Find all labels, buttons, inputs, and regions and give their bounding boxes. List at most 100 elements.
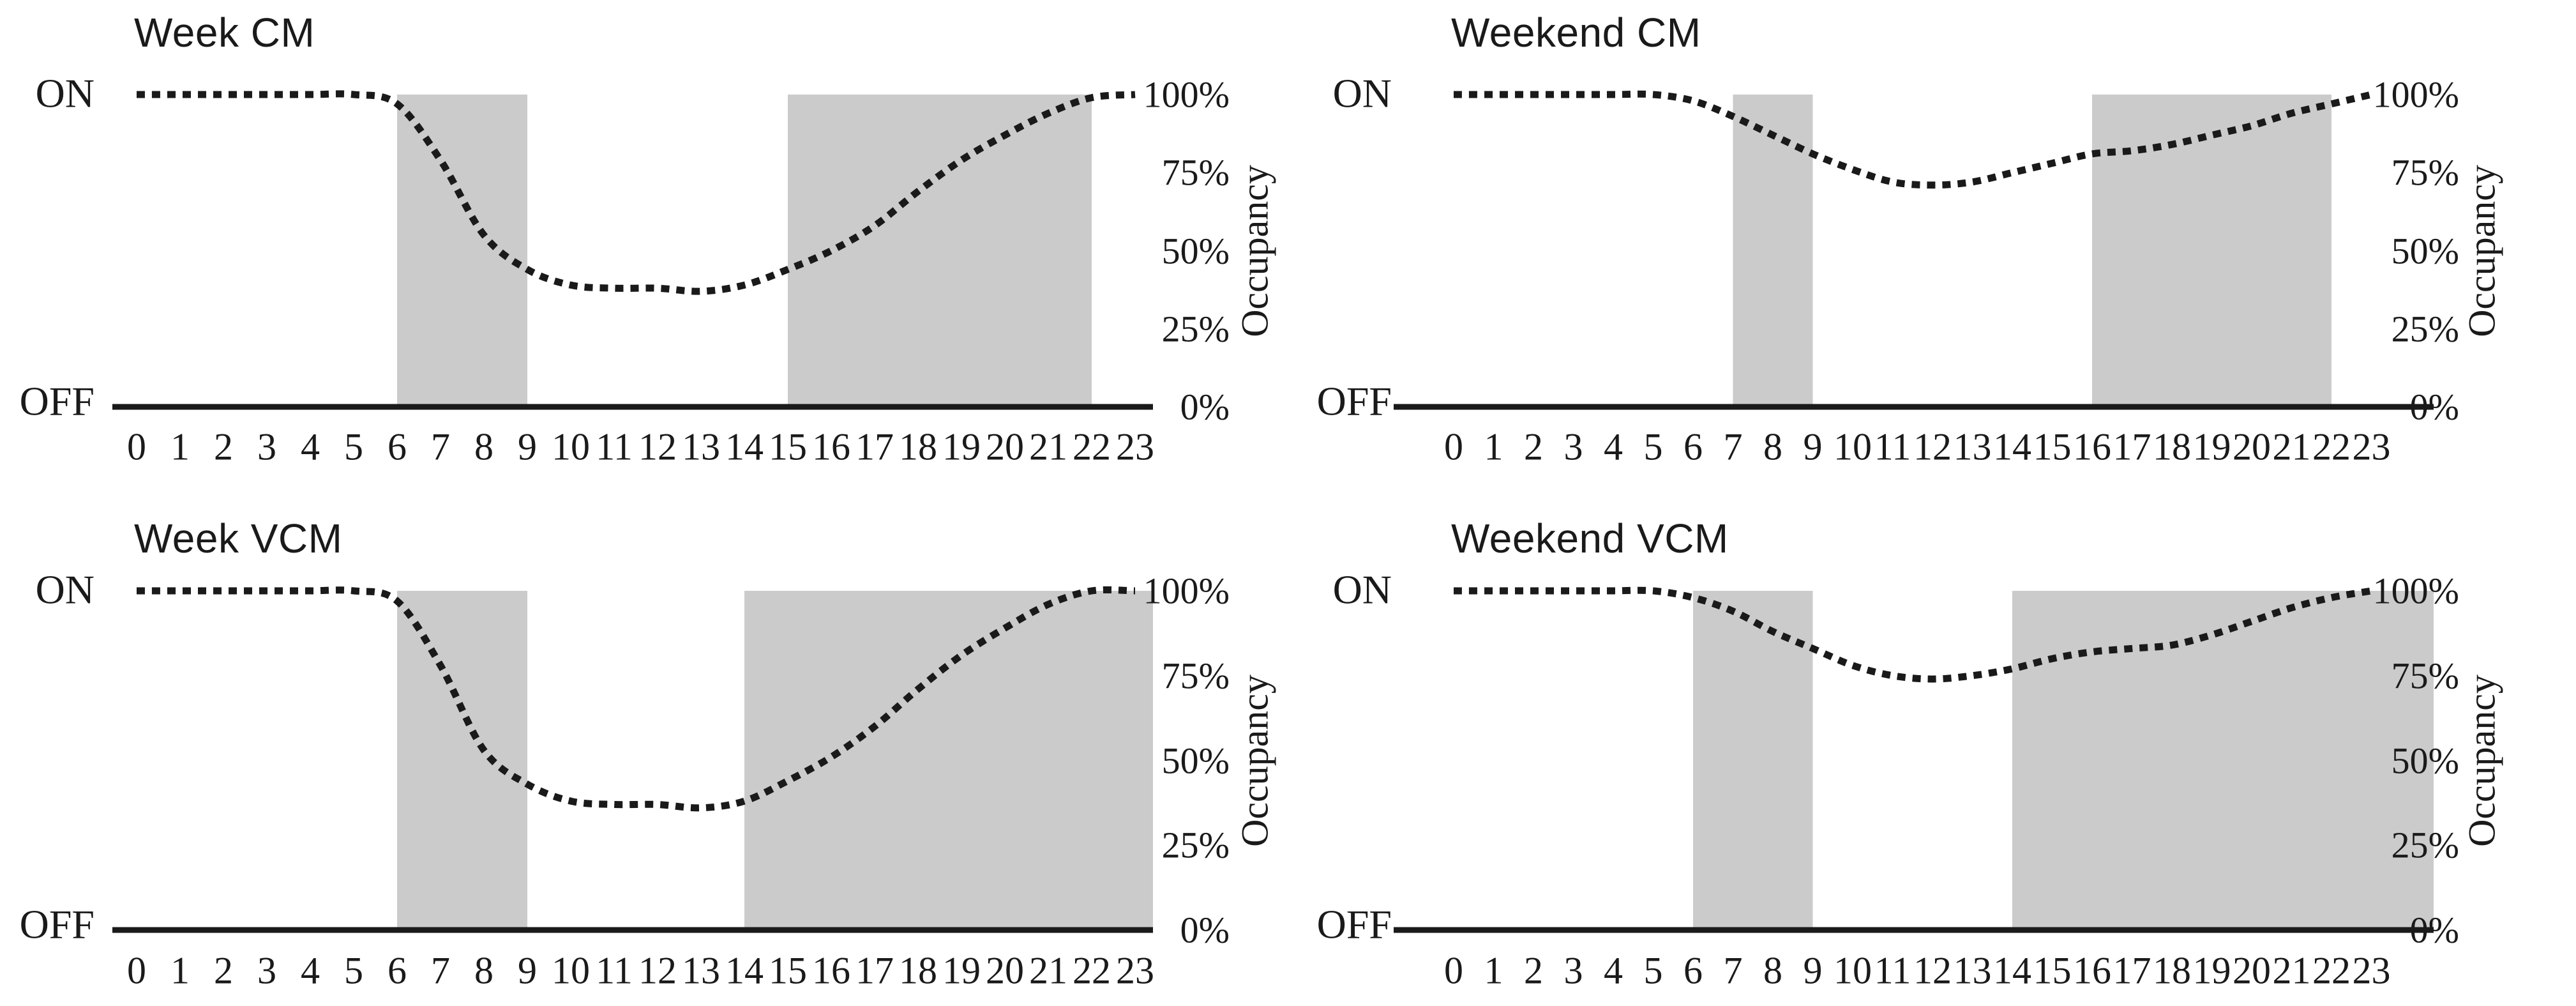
y-axis-off-label: OFF (1316, 378, 1392, 424)
y-tick-label: 100% (2372, 73, 2459, 116)
x-tick-label: 13 (1953, 949, 1992, 992)
x-tick-label: 12 (1913, 949, 1952, 992)
y-tick-label: 0% (2409, 386, 2459, 428)
x-tick-label: 17 (2113, 425, 2151, 468)
x-tick-label: 8 (1763, 949, 1782, 992)
y-tick-label: 25% (2391, 824, 2459, 866)
x-tick-label: 15 (2033, 425, 2072, 468)
x-tick-label: 23 (2352, 949, 2391, 992)
y-axis-on-label: ON (35, 567, 94, 613)
on-period-band (1693, 591, 1813, 930)
x-tick-label: 0 (127, 949, 146, 992)
x-tick-label: 0 (1444, 949, 1463, 992)
y-tick-label: 100% (1143, 570, 1230, 612)
y-tick-label: 0% (2409, 909, 2459, 951)
x-tick-label: 11 (596, 949, 633, 992)
x-tick-label: 14 (1993, 949, 2031, 992)
x-tick-label: 18 (2153, 949, 2191, 992)
x-tick-label: 21 (1029, 425, 1067, 468)
x-tick-label: 18 (899, 949, 937, 992)
y-tick-label: 75% (1161, 655, 1230, 697)
x-tick-label: 7 (431, 425, 450, 468)
x-tick-label: 9 (518, 425, 537, 468)
x-tick-label: 4 (301, 425, 320, 468)
y-tick-label: 50% (2391, 230, 2459, 271)
x-tick-label: 22 (1073, 425, 1111, 468)
chart-title: Week CM (134, 10, 315, 56)
chart-title: Week VCM (134, 515, 343, 561)
x-tick-label: 1 (1484, 425, 1503, 468)
x-tick-label: 1 (1484, 949, 1503, 992)
y-axis-on-label: ON (1332, 70, 1392, 116)
x-tick-label: 5 (344, 949, 363, 992)
x-tick-label: 14 (1993, 425, 2031, 468)
x-tick-label: 2 (1524, 425, 1543, 468)
y-axis-off-label: OFF (19, 901, 94, 947)
x-tick-label: 18 (2153, 425, 2191, 468)
y-tick-label: 50% (1161, 740, 1230, 781)
x-tick-label: 11 (1874, 425, 1911, 468)
x-tick-label: 8 (474, 949, 493, 992)
x-tick-label: 23 (2352, 425, 2391, 468)
y-axis-off-label: OFF (19, 378, 94, 424)
x-tick-label: 3 (257, 949, 276, 992)
x-tick-label: 18 (899, 425, 937, 468)
x-tick-label: 10 (1834, 949, 1872, 992)
x-tick-label: 1 (170, 425, 190, 468)
x-tick-label: 2 (214, 949, 233, 992)
right-axis-title: Occupancy (2460, 674, 2503, 847)
x-tick-label: 0 (127, 425, 146, 468)
y-tick-label: 50% (1161, 230, 1230, 271)
y-tick-label: 25% (1161, 308, 1230, 350)
x-tick-label: 15 (769, 949, 807, 992)
x-tick-label: 13 (682, 425, 720, 468)
x-tick-label: 3 (1563, 949, 1583, 992)
x-tick-label: 9 (518, 949, 537, 992)
x-tick-label: 2 (214, 425, 233, 468)
y-tick-label: 25% (1161, 824, 1230, 866)
x-tick-label: 17 (855, 949, 894, 992)
x-tick-label: 7 (1723, 949, 1743, 992)
x-tick-label: 16 (2073, 949, 2111, 992)
x-tick-label: 1 (170, 949, 190, 992)
x-tick-label: 6 (388, 425, 407, 468)
y-tick-label: 50% (2391, 740, 2459, 781)
x-tick-label: 10 (552, 425, 590, 468)
x-tick-label: 10 (552, 949, 590, 992)
y-tick-label: 0% (1180, 386, 1230, 428)
x-tick-label: 6 (1683, 425, 1703, 468)
x-tick-label: 6 (1683, 949, 1703, 992)
x-tick-label: 3 (1563, 425, 1583, 468)
x-tick-label: 13 (1953, 425, 1992, 468)
x-tick-label: 23 (1116, 425, 1154, 468)
x-tick-label: 5 (1643, 949, 1663, 992)
x-tick-label: 19 (942, 949, 981, 992)
x-tick-label: 23 (1116, 949, 1154, 992)
x-tick-label: 15 (2033, 949, 2072, 992)
x-tick-label: 7 (1723, 425, 1743, 468)
y-tick-label: 100% (1143, 73, 1230, 116)
x-tick-label: 5 (1643, 425, 1663, 468)
x-tick-label: 20 (986, 949, 1024, 992)
x-tick-label: 14 (725, 425, 764, 468)
x-tick-label: 17 (2113, 949, 2151, 992)
x-tick-label: 16 (812, 425, 850, 468)
x-tick-label: 11 (596, 425, 633, 468)
x-tick-label: 22 (2312, 425, 2351, 468)
y-tick-label: 100% (2372, 570, 2459, 612)
x-tick-label: 9 (1803, 949, 1823, 992)
x-tick-label: 21 (1029, 949, 1067, 992)
x-tick-label: 12 (1913, 425, 1952, 468)
x-tick-label: 9 (1803, 425, 1823, 468)
x-tick-label: 6 (388, 949, 407, 992)
x-tick-label: 4 (301, 949, 320, 992)
x-tick-label: 20 (2233, 949, 2271, 992)
x-tick-label: 20 (986, 425, 1024, 468)
chart-title: Weekend VCM (1451, 515, 1729, 561)
x-tick-label: 8 (474, 425, 493, 468)
x-tick-label: 3 (257, 425, 276, 468)
y-axis-off-label: OFF (1316, 901, 1392, 947)
y-axis-on-label: ON (1332, 567, 1392, 613)
x-tick-label: 19 (2192, 949, 2231, 992)
